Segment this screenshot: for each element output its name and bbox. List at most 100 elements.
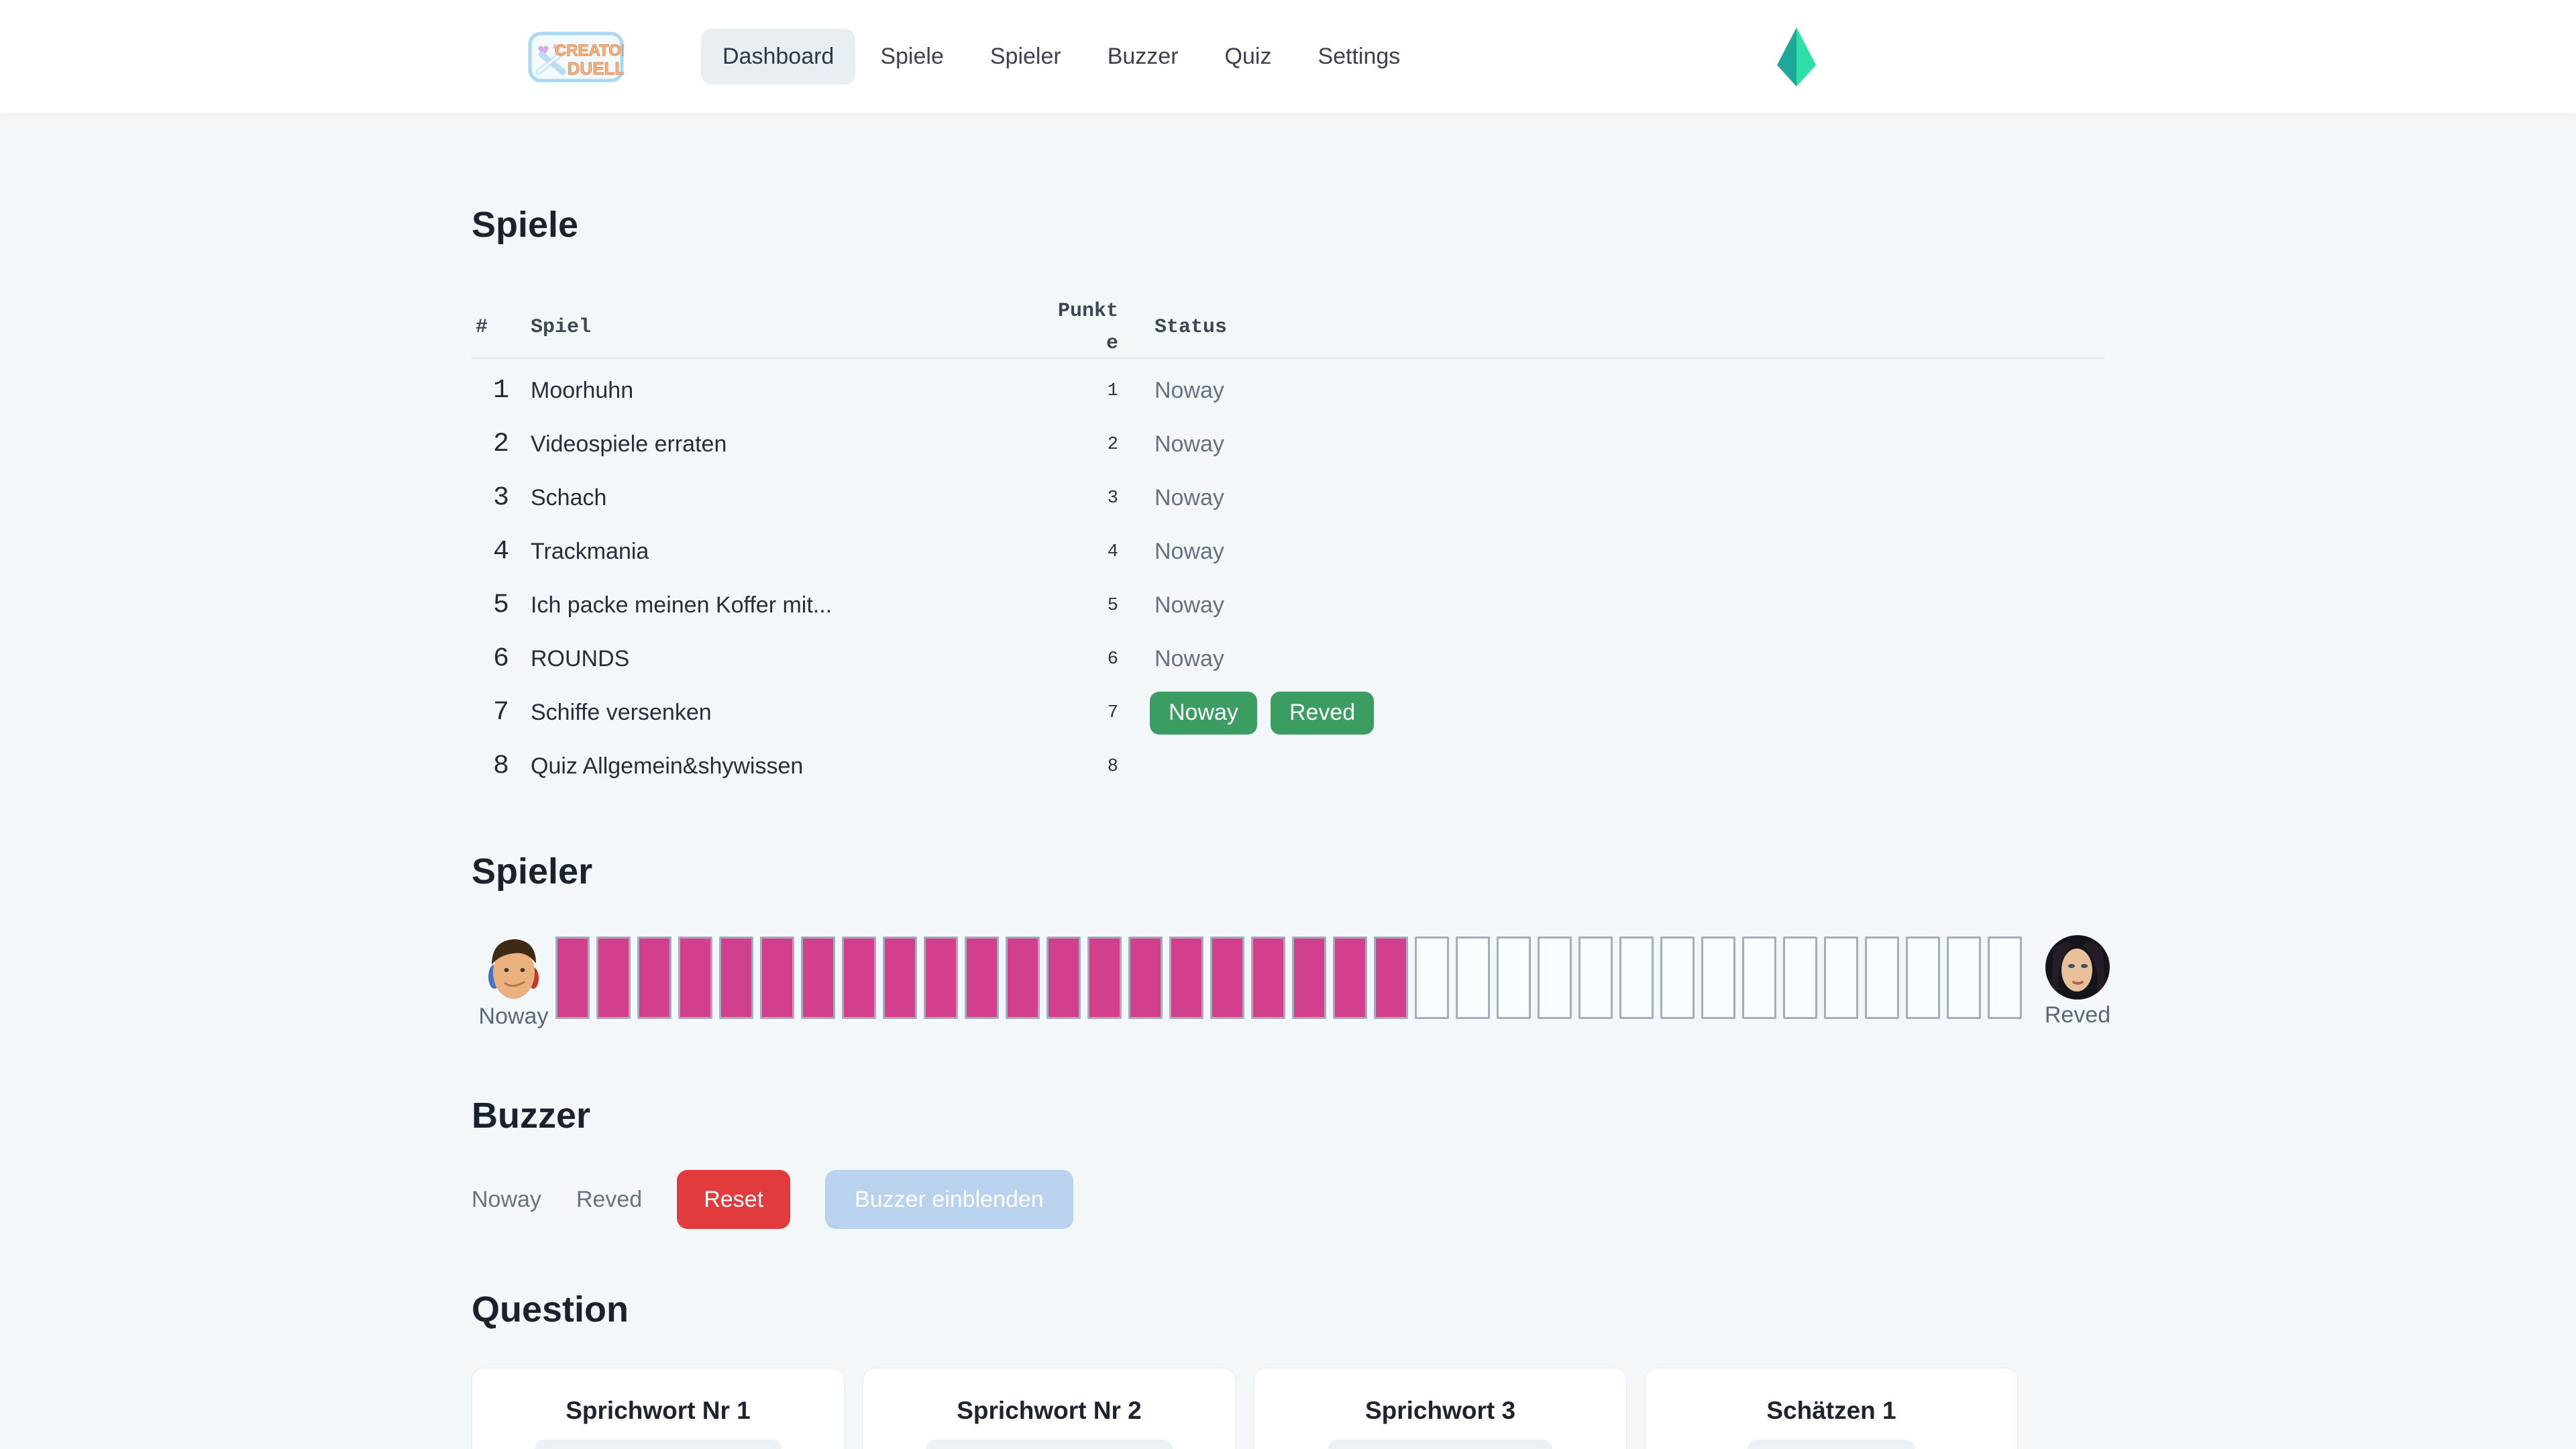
score-cell[interactable]: [1701, 936, 1735, 1019]
score-cell[interactable]: [1006, 936, 1040, 1019]
award-player-button[interactable]: Noway: [1150, 691, 1257, 735]
main-content: Spiele # Spiel Punkte Status 1 Moorhuhn …: [472, 203, 2110, 1449]
buzzer-controls: Noway Reved Reset Buzzer einblenden: [472, 1170, 2104, 1230]
score-cell[interactable]: [719, 936, 753, 1019]
status-buttons: Noway Reved: [1150, 691, 2104, 735]
score-cell[interactable]: [1087, 936, 1122, 1019]
game-name: Videospiele erraten: [531, 431, 727, 458]
spiele-heading: Spiele: [472, 205, 579, 245]
nav-item[interactable]: Buzzer: [1107, 44, 1179, 69]
status-text: Noway: [1155, 431, 1224, 458]
creator-duell-logo-image: ♥ ♥ CREATOR DUELL: [528, 32, 624, 82]
game-name: Schiffe versenken: [531, 700, 712, 726]
brand-logo[interactable]: ♥ ♥ CREATOR DUELL: [528, 32, 624, 83]
score-cell[interactable]: [924, 936, 958, 1019]
score-cell[interactable]: [1251, 936, 1285, 1019]
score-cell[interactable]: [1988, 936, 2022, 1019]
score-bar: [555, 936, 2022, 1019]
svg-text:DUELL: DUELL: [568, 58, 624, 78]
question-card: Sprichwort Nr 1 Frage bereits gestellt: [472, 1368, 845, 1449]
nav-item[interactable]: Spieler: [989, 44, 1061, 69]
row-number: 2: [492, 429, 509, 460]
score-cell[interactable]: [1210, 936, 1244, 1019]
sword-icon: [538, 51, 566, 74]
question-card-button[interactable]: Frage bereits gestellt: [534, 1440, 782, 1449]
spiele-table: # Spiel Punkte Status 1 Moorhuhn 1 Noway…: [472, 295, 2104, 794]
score-cell[interactable]: [1906, 936, 1940, 1019]
score-cell[interactable]: [596, 936, 631, 1019]
status-cell: Noway Reved: [1118, 691, 2104, 735]
score-cell[interactable]: [1660, 936, 1695, 1019]
score-cell[interactable]: [1824, 936, 1858, 1019]
points-value: 2: [1107, 434, 1118, 455]
score-cell[interactable]: [1456, 936, 1490, 1019]
award-player-button[interactable]: Reved: [1270, 691, 1375, 735]
table-row: 4 Trackmania 4 Noway: [472, 525, 2104, 579]
navbar: ♥ ♥ CREATOR DUELL Dashboard Spiele Spiel…: [0, 0, 2576, 114]
score-cell[interactable]: [555, 936, 590, 1019]
score-cell[interactable]: [883, 936, 917, 1019]
points-value: 7: [1107, 702, 1118, 723]
question-card: Sprichwort 3 Frage abschließen: [1254, 1368, 1627, 1449]
score-cell[interactable]: [1578, 936, 1613, 1019]
score-cell[interactable]: [1415, 936, 1449, 1019]
score-cell[interactable]: [1947, 936, 1981, 1019]
question-card-button[interactable]: Frage bereits gestellt: [925, 1440, 1173, 1449]
question-card-button[interactable]: Frage abschließen: [1328, 1440, 1552, 1449]
game-name: Quiz Allgemein&shywissen: [531, 753, 804, 780]
score-cell[interactable]: [842, 936, 876, 1019]
player-left-avatar: [488, 938, 539, 999]
row-number: 3: [492, 483, 509, 514]
table-row: 8 Quiz Allgemein&shywissen 8: [472, 740, 2104, 794]
status-cell: Noway: [1118, 485, 2104, 511]
spieler-heading: Spieler: [472, 851, 593, 892]
score-cell[interactable]: [1538, 936, 1572, 1019]
player-right-name: Reved: [2044, 1002, 2111, 1028]
question-card-title: Sprichwort Nr 1: [566, 1397, 751, 1425]
score-cell[interactable]: [1374, 936, 1408, 1019]
row-number: 1: [492, 376, 509, 407]
score-cell[interactable]: [1742, 936, 1776, 1019]
score-cell[interactable]: [1046, 936, 1081, 1019]
score-cell[interactable]: [760, 936, 794, 1019]
table-row: 3 Schach 3 Noway: [472, 472, 2104, 525]
status-text: Noway: [1155, 646, 1224, 672]
score-cell[interactable]: [1292, 936, 1326, 1019]
table-header-row: # Spiel Punkte Status: [472, 295, 2104, 359]
score-cell[interactable]: [1128, 936, 1163, 1019]
nav-item[interactable]: Settings: [1318, 44, 1401, 69]
player-left-name: Noway: [478, 1003, 549, 1029]
score-cell[interactable]: [1783, 936, 1817, 1019]
nav-item[interactable]: Quiz: [1224, 44, 1272, 69]
points-value: 8: [1107, 756, 1118, 777]
score-cell[interactable]: [637, 936, 672, 1019]
score-cell[interactable]: [1619, 936, 1654, 1019]
row-number: 7: [492, 698, 509, 729]
question-card-button[interactable]: Frage stellen: [1747, 1440, 1916, 1449]
score-cell[interactable]: [1333, 936, 1367, 1019]
status-text: Noway: [1155, 378, 1224, 404]
navbar-inner: ♥ ♥ CREATOR DUELL Dashboard Spiele Spiel…: [472, 0, 2104, 113]
score-cell[interactable]: [1169, 936, 1203, 1019]
points-value: 3: [1107, 488, 1118, 508]
buzzer-show-button[interactable]: Buzzer einblenden: [825, 1170, 1073, 1230]
score-cell[interactable]: [678, 936, 712, 1019]
player-left: Noway: [472, 935, 555, 1030]
score-cell[interactable]: [1865, 936, 1899, 1019]
column-header-spiel: Spiel: [531, 315, 592, 339]
row-number: 5: [492, 590, 509, 621]
points-value: 1: [1107, 380, 1118, 401]
score-cell[interactable]: [965, 936, 999, 1019]
question-card: Schätzen 1 Frage stellen: [1645, 1368, 2018, 1449]
buzzer-reset-button[interactable]: Reset: [677, 1170, 791, 1230]
score-cell[interactable]: [801, 936, 835, 1019]
game-name: Moorhuhn: [531, 378, 634, 404]
score-cell[interactable]: [1497, 936, 1531, 1019]
nav-item[interactable]: Spiele: [880, 44, 944, 69]
nav-item[interactable]: Dashboard: [701, 29, 856, 85]
status-cell: Noway: [1118, 378, 2104, 404]
game-name: Ich packe meinen Koffer mit...: [531, 592, 833, 619]
gem-icon: [1777, 27, 1817, 87]
nav-menu: Dashboard Spiele Spieler Buzzer Quiz Set…: [701, 29, 1421, 85]
row-number: 8: [492, 751, 509, 782]
